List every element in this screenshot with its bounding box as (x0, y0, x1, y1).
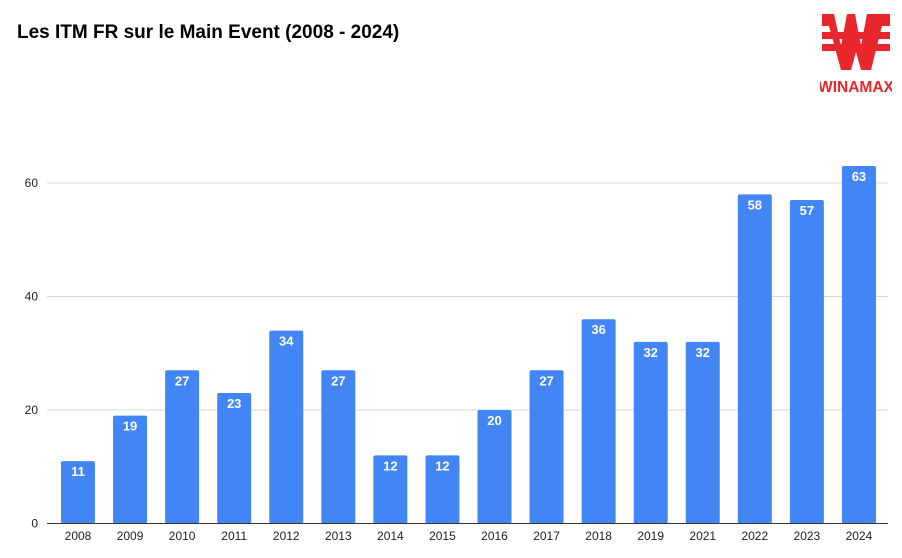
x-axis: 2008 2009 2010 2011 2012 2013 2014 2015 2016 2017… (47, 523, 888, 543)
y-axis: 0 20 40 60 (25, 176, 39, 530)
data-label: 20 (487, 413, 501, 428)
x-tick-label: 2011 (221, 529, 247, 543)
data-label: 58 (748, 197, 762, 212)
bar (841, 166, 876, 524)
bar (789, 200, 824, 524)
bar (529, 370, 564, 524)
bar (685, 341, 720, 524)
bar (165, 370, 200, 524)
data-label: 27 (331, 373, 345, 388)
data-label: 19 (123, 419, 137, 434)
data-label: 23 (227, 396, 241, 411)
bar (269, 330, 304, 524)
data-label: 11 (71, 464, 85, 479)
x-tick-label: 2022 (741, 529, 768, 543)
data-label: 32 (643, 345, 657, 360)
winamax-logo: WINAMAX (820, 14, 892, 96)
data-label: 34 (279, 334, 294, 349)
winamax-w-icon (822, 14, 890, 70)
x-tick-label: 2014 (377, 529, 404, 543)
bar (477, 410, 512, 524)
bar (61, 461, 95, 524)
x-tick-label: 2016 (481, 529, 508, 543)
x-tick-label: 2012 (273, 529, 300, 543)
data-label: 12 (383, 458, 397, 473)
y-tick-label: 20 (25, 403, 39, 417)
bar (113, 415, 148, 524)
bars: 11 19 27 23 34 27 12 12 20 27 36 32 32 58 57 63 (61, 166, 876, 524)
bar (581, 319, 616, 524)
data-label: 36 (591, 322, 605, 337)
data-label: 57 (800, 203, 814, 218)
x-tick-label: 2021 (689, 529, 716, 543)
x-tick-label: 2008 (65, 529, 92, 543)
data-label: 63 (852, 169, 866, 184)
bar (425, 455, 460, 524)
y-tick-label: 60 (25, 176, 39, 190)
bar (321, 370, 356, 524)
x-tick-label: 2009 (117, 529, 144, 543)
y-tick-label: 0 (31, 517, 38, 531)
data-label: 27 (539, 373, 553, 388)
x-tick-label: 2015 (429, 529, 456, 543)
data-label: 27 (175, 373, 189, 388)
chart-title: Les ITM FR sur le Main Event (2008 - 202… (17, 22, 400, 43)
x-tick-label: 2018 (585, 529, 612, 543)
x-tick-label: 2019 (637, 529, 664, 543)
bar (217, 392, 252, 524)
data-label: 12 (435, 458, 449, 473)
winamax-wordmark: WINAMAX (820, 79, 892, 96)
x-tick-label: 2017 (533, 529, 560, 543)
bar (633, 341, 668, 524)
y-tick-label: 40 (25, 290, 39, 304)
bar (737, 194, 772, 524)
x-tick-label: 2024 (846, 529, 873, 543)
data-label: 32 (696, 345, 710, 360)
x-tick-label: 2013 (325, 529, 352, 543)
x-tick-label: 2023 (794, 529, 821, 543)
x-tick-label: 2010 (169, 529, 196, 543)
bar (373, 455, 408, 524)
